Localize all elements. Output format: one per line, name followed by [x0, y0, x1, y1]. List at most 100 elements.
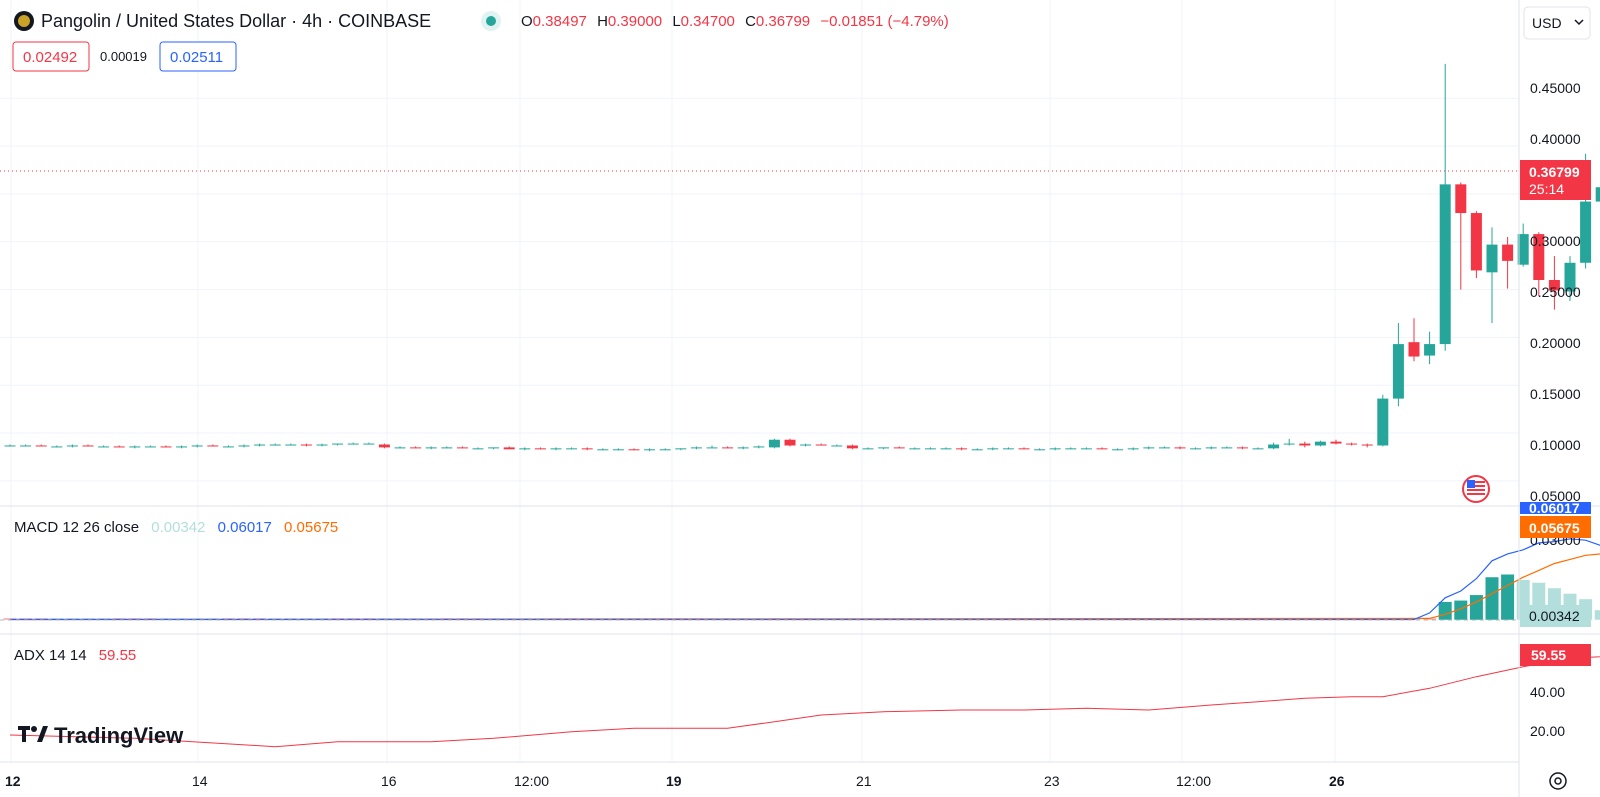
candle-body — [1096, 448, 1108, 450]
candle-body — [534, 448, 546, 450]
adx-tag-bg — [1520, 644, 1591, 666]
spread-value: 0.00019 — [100, 49, 147, 64]
candle-body — [503, 447, 515, 450]
currency-selector-bg[interactable] — [1523, 6, 1591, 40]
open-label: O — [521, 13, 533, 30]
macd-histogram-bar — [1454, 600, 1468, 620]
adx-value: 59.55 — [99, 647, 137, 664]
candle-body — [878, 447, 890, 449]
time-axis[interactable]: 12 14 16 12:00 19 21 23 12:00 26 — [5, 773, 1345, 789]
settings-gear-icon[interactable] — [1549, 772, 1567, 790]
candle-body — [1346, 443, 1358, 445]
time-tick-label: 14 — [192, 773, 208, 789]
candle-body — [940, 448, 952, 450]
candle-body — [238, 445, 250, 447]
price-axis[interactable]: 0.45000 0.40000 0.30000 0.25000 0.20000 … — [1530, 80, 1581, 739]
macd-tag-value: 0.06017 — [1529, 500, 1580, 516]
macd-signal-line — [9, 553, 1600, 621]
sell-price: 0.02492 — [23, 49, 77, 66]
last-price-value: 0.36799 — [1529, 164, 1580, 180]
time-tick-label: 12:00 — [1176, 773, 1211, 789]
adx-legend[interactable]: ADX 14 14 59.55 — [14, 647, 136, 664]
candle-body — [98, 446, 110, 448]
candle-body — [1408, 342, 1420, 357]
low-value: 0.34700 — [681, 13, 735, 30]
candle-body — [1049, 448, 1061, 450]
high-label: H — [597, 13, 608, 30]
currency-label: USD — [1532, 15, 1562, 31]
buy-button[interactable] — [159, 41, 237, 72]
macd-line-value: 0.06017 — [218, 519, 272, 536]
candle-body — [690, 447, 702, 449]
adx-pane — [9, 656, 1600, 748]
price-candles — [4, 63, 1600, 452]
candle-body — [956, 448, 968, 450]
candle-body — [1314, 441, 1326, 446]
candle-body — [378, 444, 390, 448]
hist-value-tag: 0.00342 — [1520, 605, 1591, 627]
currency-selector[interactable]: USD — [1523, 6, 1591, 40]
candle-body — [1127, 448, 1139, 450]
tradingview-logo-dot — [31, 726, 37, 732]
close-label: C — [745, 13, 756, 30]
candle-body — [1502, 244, 1514, 261]
sell-button[interactable] — [12, 41, 90, 72]
us-flag-icon[interactable] — [1462, 475, 1490, 503]
candle-body — [300, 444, 312, 446]
macd-histogram-bar — [1438, 601, 1452, 620]
adx-tick-label: 40.00 — [1530, 684, 1565, 700]
candle-body — [1564, 262, 1576, 292]
candle-body — [347, 443, 359, 445]
candle-body — [1330, 441, 1342, 444]
candle-body — [1112, 449, 1124, 451]
candle-body — [1533, 234, 1545, 280]
candle-body — [4, 445, 16, 447]
chart-header: Pangolin / United States Dollar · 4h · C… — [14, 11, 949, 31]
change-value: −0.01851 (−4.79%) — [820, 13, 948, 30]
macd-signal-value: 0.05675 — [284, 519, 338, 536]
candle-body — [768, 439, 780, 448]
ohlc-line: O0.38497 H0.39000 L0.34700 C0.36799 −0.0… — [521, 13, 949, 30]
candle-body — [488, 447, 500, 449]
high-value: 0.39000 — [608, 13, 662, 30]
macd-legend[interactable]: MACD 12 26 close 0.00342 0.06017 0.05675 — [14, 519, 338, 536]
candle-body — [1580, 201, 1592, 263]
time-tick-label: 19 — [666, 773, 682, 789]
grid — [0, 0, 1519, 762]
candle-body — [441, 447, 453, 449]
symbol-title[interactable]: Pangolin / United States Dollar · 4h · C… — [41, 11, 431, 31]
candle-body — [753, 446, 765, 448]
time-tick-label: 21 — [856, 773, 872, 789]
candle-body — [1283, 443, 1295, 445]
candle-body — [1595, 187, 1600, 202]
candle-body — [644, 449, 656, 451]
time-tick-label: 12 — [5, 773, 21, 789]
price-tick-label: 0.25000 — [1530, 284, 1581, 300]
price-tick-label: 0.30000 — [1530, 233, 1581, 249]
candle-body — [20, 445, 32, 447]
price-tick-label: 0.05000 — [1530, 488, 1581, 504]
candle-body — [784, 439, 796, 446]
tradingview-watermark: TradingView — [18, 723, 184, 748]
time-tick-label: 23 — [1044, 773, 1060, 789]
time-tick-label: 16 — [381, 773, 397, 789]
candle-body — [659, 449, 671, 451]
candle-body — [1439, 184, 1451, 345]
market-status-dot — [486, 16, 496, 26]
candle-body — [456, 447, 468, 449]
candle-body — [1548, 280, 1560, 291]
candle-body — [519, 448, 531, 450]
pangolin-logo-inner — [18, 15, 30, 27]
candle-body — [1018, 448, 1030, 450]
candle-body — [1143, 447, 1155, 449]
candle-body — [566, 448, 578, 450]
candle-body — [597, 449, 609, 451]
close-value: 0.36799 — [756, 13, 810, 30]
candle-body — [1377, 398, 1389, 446]
candle-body — [581, 448, 593, 450]
candle-body — [846, 445, 858, 449]
macd-value-tag: 0.06017 — [1520, 500, 1591, 516]
candle-body — [924, 448, 936, 450]
candle-body — [129, 446, 141, 448]
